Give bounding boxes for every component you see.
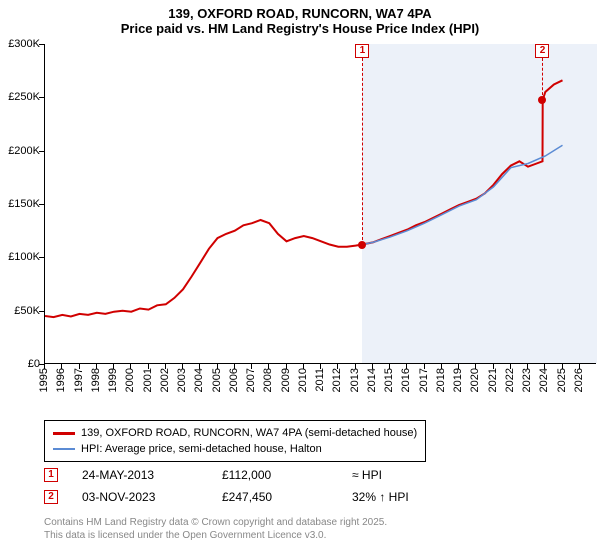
y-tick-mark (39, 257, 44, 258)
chart-legend: 139, OXFORD ROAD, RUNCORN, WA7 4PA (semi… (44, 420, 426, 462)
x-tick-label: 2024 (538, 368, 550, 392)
sale-hpi-delta: ≈ HPI (352, 468, 482, 482)
sale-marker-ref: 2 (44, 490, 58, 504)
y-tick-mark (39, 44, 44, 45)
attribution-footer: Contains HM Land Registry data © Crown c… (44, 516, 592, 542)
x-tick-label: 2005 (211, 368, 223, 392)
sale-date: 24-MAY-2013 (82, 468, 222, 482)
x-tick-label: 2009 (280, 368, 292, 392)
x-tick-label: 1999 (107, 368, 119, 392)
x-tick-label: 2016 (400, 368, 412, 392)
legend-swatch (53, 448, 75, 450)
x-tick-label: 2023 (521, 368, 533, 392)
x-tick-label: 2004 (193, 368, 205, 392)
y-tick-label: £0 (0, 358, 40, 370)
title-line-1: 139, OXFORD ROAD, RUNCORN, WA7 4PA (0, 6, 600, 21)
sale-date: 03-NOV-2023 (82, 490, 222, 504)
x-tick-label: 2010 (297, 368, 309, 392)
legend-row: HPI: Average price, semi-detached house,… (53, 441, 417, 457)
chart-lines-svg (45, 44, 597, 364)
marker-dot (358, 241, 366, 249)
x-tick-label: 2007 (245, 368, 257, 392)
x-tick-label: 2002 (159, 368, 171, 392)
x-tick-label: 2022 (504, 368, 516, 392)
footer-line-1: Contains HM Land Registry data © Crown c… (44, 516, 592, 529)
legend-label: HPI: Average price, semi-detached house,… (81, 443, 322, 455)
y-tick-mark (39, 97, 44, 98)
x-tick-label: 2021 (487, 368, 499, 392)
x-tick-label: 2020 (469, 368, 481, 392)
series-line-price (45, 80, 563, 317)
x-tick-label: 2014 (366, 368, 378, 392)
legend-row: 139, OXFORD ROAD, RUNCORN, WA7 4PA (semi… (53, 425, 417, 441)
marker-guide-line (542, 58, 543, 100)
sale-row: 2 03-NOV-2023£247,45032% ↑ HPI (44, 486, 482, 508)
x-tick-label: 2003 (176, 368, 188, 392)
legend-label: 139, OXFORD ROAD, RUNCORN, WA7 4PA (semi… (81, 427, 417, 439)
x-tick-label: 2019 (452, 368, 464, 392)
y-tick-mark (39, 204, 44, 205)
x-tick-label: 2012 (331, 368, 343, 392)
x-tick-label: 2026 (573, 368, 585, 392)
series-line-hpi (362, 145, 562, 244)
x-tick-label: 2015 (383, 368, 395, 392)
y-tick-label: £300K (0, 38, 40, 50)
plot-region: 12 (44, 44, 596, 364)
title-line-2: Price paid vs. HM Land Registry's House … (0, 21, 600, 36)
sale-price: £112,000 (222, 468, 352, 482)
chart-title-block: 139, OXFORD ROAD, RUNCORN, WA7 4PA Price… (0, 0, 600, 38)
x-tick-label: 1996 (55, 368, 67, 392)
sale-hpi-delta: 32% ↑ HPI (352, 490, 482, 504)
sale-marker-ref: 1 (44, 468, 58, 482)
x-tick-label: 2011 (314, 368, 326, 392)
x-tick-label: 1998 (90, 368, 102, 392)
sales-table: 1 24-MAY-2013£112,000≈ HPI 2 03-NOV-2023£24… (44, 464, 482, 508)
chart-area: 12 £0£50K£100K£150K£200K£250K£300K199519… (0, 44, 600, 410)
y-tick-mark (39, 151, 44, 152)
x-tick-label: 2001 (142, 368, 154, 392)
y-tick-mark (39, 311, 44, 312)
y-tick-label: £50K (0, 305, 40, 317)
y-tick-label: £250K (0, 91, 40, 103)
marker-dot (538, 96, 546, 104)
x-tick-label: 2013 (349, 368, 361, 392)
marker-guide-line (362, 58, 363, 245)
sale-row: 1 24-MAY-2013£112,000≈ HPI (44, 464, 482, 486)
footer-line-2: This data is licensed under the Open Gov… (44, 529, 592, 542)
x-tick-label: 2000 (124, 368, 136, 392)
y-tick-label: £100K (0, 251, 40, 263)
sale-price: £247,450 (222, 490, 352, 504)
x-tick-label: 1995 (38, 368, 50, 392)
x-tick-label: 1997 (73, 368, 85, 392)
marker-label-box: 2 (535, 44, 549, 58)
x-tick-label: 2017 (418, 368, 430, 392)
y-tick-label: £200K (0, 145, 40, 157)
legend-swatch (53, 432, 75, 435)
x-tick-label: 2006 (228, 368, 240, 392)
y-tick-label: £150K (0, 198, 40, 210)
x-tick-label: 2025 (556, 368, 568, 392)
marker-label-box: 1 (355, 44, 369, 58)
x-tick-label: 2018 (435, 368, 447, 392)
x-tick-label: 2008 (262, 368, 274, 392)
